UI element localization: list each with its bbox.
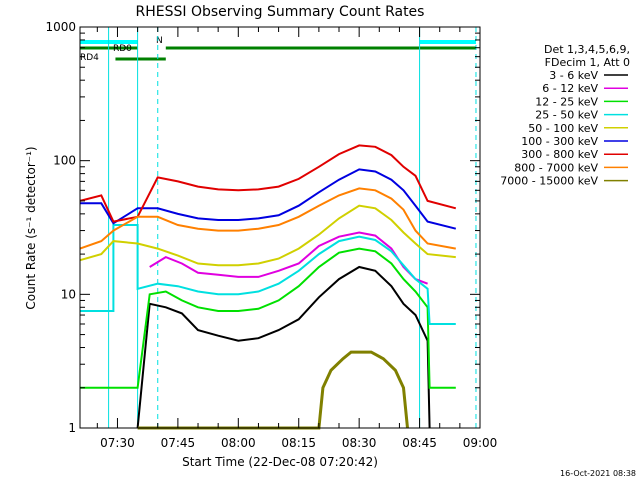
x-tick-label: 08:30 bbox=[342, 436, 377, 450]
series-line bbox=[136, 265, 431, 429]
time-markers bbox=[108, 27, 477, 428]
series-line bbox=[80, 224, 456, 325]
x-tick-label: 09:00 bbox=[463, 436, 498, 450]
series-line bbox=[80, 247, 456, 389]
y-axis-label: Count Rate (s⁻¹ detector⁻¹) bbox=[24, 146, 38, 309]
flag-label: RD0 bbox=[113, 44, 132, 54]
series-layer bbox=[79, 144, 457, 430]
flag-bars: RD0 RD4 N bbox=[80, 36, 476, 63]
chart-title: RHESSI Observing Summary Count Rates bbox=[136, 4, 425, 20]
legend-label: 12 - 25 keV bbox=[535, 95, 598, 108]
y-tick-label: 1 bbox=[68, 421, 76, 435]
series-line bbox=[79, 204, 456, 267]
plot-frame bbox=[79, 26, 481, 429]
y-tick-label: 1000 bbox=[45, 20, 76, 34]
y-tick-label: 100 bbox=[53, 154, 76, 168]
legend-label: 50 - 100 keV bbox=[528, 122, 598, 135]
legend-label: 6 - 12 keV bbox=[542, 82, 598, 95]
legend: Det 1,3,4,5,6,9,FDecim 1, Att 03 - 6 keV… bbox=[500, 43, 630, 188]
flag-label: RD4 bbox=[80, 53, 99, 63]
x-axis-label: Start Time (22-Dec-08 07:20:42) bbox=[182, 455, 378, 469]
legend-label: 800 - 7000 keV bbox=[514, 161, 598, 174]
x-tick-label: 08:45 bbox=[402, 436, 437, 450]
x-tick-label: 07:45 bbox=[161, 436, 196, 450]
x-tick-label: 08:00 bbox=[221, 436, 256, 450]
y-tick-label: 10 bbox=[61, 287, 76, 301]
x-tick-label: 08:15 bbox=[281, 436, 316, 450]
y-axis: 1 10 100 1000 bbox=[45, 20, 480, 435]
flag-label: N bbox=[156, 36, 163, 46]
series-line bbox=[79, 187, 456, 250]
x-axis: 07:30 07:45 08:00 08:15 08:30 08:45 09:00 bbox=[96, 27, 498, 450]
legend-header: Det 1,3,4,5,6,9, bbox=[544, 43, 630, 56]
legend-label: 25 - 50 keV bbox=[535, 109, 598, 122]
footer-timestamp: 16-Oct-2021 08:38 bbox=[560, 469, 636, 478]
series-line bbox=[79, 144, 457, 223]
legend-label: 7000 - 15000 keV bbox=[500, 175, 598, 188]
series-line bbox=[137, 350, 409, 430]
legend-label: 3 - 6 keV bbox=[549, 69, 598, 82]
legend-label: 100 - 300 keV bbox=[521, 135, 598, 148]
legend-label: 300 - 800 keV bbox=[521, 148, 598, 161]
x-tick-label: 07:30 bbox=[100, 436, 135, 450]
series-line bbox=[80, 168, 457, 230]
legend-header: FDecim 1, Att 0 bbox=[545, 56, 630, 69]
